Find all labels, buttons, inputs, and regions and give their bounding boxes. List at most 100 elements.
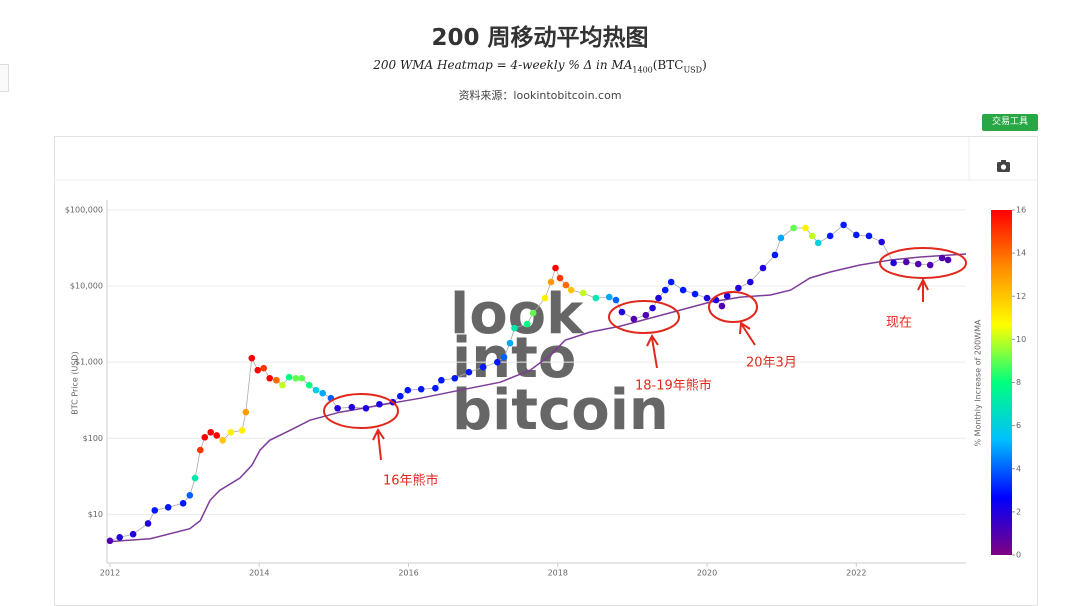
price-dot — [679, 286, 687, 294]
price-dot — [376, 400, 383, 408]
watermark: look into bitcoin — [450, 282, 669, 443]
price-dot — [661, 286, 669, 294]
price-dot — [151, 507, 159, 514]
price-dot — [562, 281, 570, 289]
subtitle-text: 200 WMA Heatmap = 4-weekly % Δ in MA — [373, 58, 633, 72]
price-dot — [902, 258, 910, 266]
page-title: 200 周移动平均热图 — [431, 25, 649, 51]
price-dot — [814, 239, 822, 247]
price-dot — [319, 389, 326, 397]
x-tick-label: 2022 — [846, 569, 866, 578]
price-dot — [826, 232, 834, 240]
price-dot — [201, 434, 209, 441]
price-dot — [396, 392, 404, 400]
price-dot — [186, 492, 194, 499]
price-dot — [944, 256, 952, 264]
subtitle: 200 WMA Heatmap = 4-weekly % Δ in MA1400… — [0, 58, 1080, 74]
price-dot — [465, 368, 473, 376]
watermark-text: into — [452, 326, 576, 391]
arrow — [739, 321, 756, 346]
price-dot — [260, 364, 268, 372]
arrow — [372, 428, 385, 461]
price-dot — [451, 374, 459, 382]
highlight-ellipse — [323, 393, 399, 429]
wma-line — [109, 253, 967, 543]
price-dot — [703, 294, 711, 302]
price-dot — [790, 224, 797, 232]
price-dot — [432, 384, 439, 392]
subtitle-sub: 1400 — [632, 65, 653, 75]
price-dot — [348, 403, 356, 411]
y-tick-label: $1,000 — [75, 358, 103, 367]
annotation: 现在 — [886, 316, 912, 331]
annotation: 16年熊市 — [383, 473, 439, 489]
price-dot — [618, 308, 626, 316]
colorbar-tick-label: 6 — [1016, 421, 1021, 430]
colorbar-title: % Monthly Increase of 200WMA — [974, 319, 983, 446]
price-dot — [292, 374, 300, 382]
price-dot — [129, 530, 137, 538]
x-tick-label: 2016 — [398, 569, 418, 578]
annotations — [323, 247, 967, 461]
y-tick-label: $10,000 — [70, 282, 103, 291]
price-dot — [362, 404, 370, 412]
price-dot — [890, 259, 897, 267]
price-dot — [938, 254, 946, 262]
price-dot — [914, 260, 922, 268]
price-dot — [305, 381, 313, 389]
tools-button[interactable]: 交易工具 — [982, 114, 1038, 131]
price-dot — [735, 284, 742, 292]
price-dot — [298, 374, 306, 382]
price-dot — [771, 251, 779, 259]
price-dot — [802, 224, 809, 232]
price-dot — [479, 363, 487, 371]
x-tick-label: 2020 — [697, 569, 717, 578]
annotation: 18-19年熊市 — [635, 378, 712, 394]
price-dot — [227, 428, 235, 436]
price-dot — [334, 404, 341, 412]
price-dot — [612, 296, 620, 304]
price-dot — [196, 446, 204, 454]
price-dot — [840, 221, 847, 229]
subtitle-text: ) — [702, 58, 707, 72]
price-dot — [747, 278, 754, 286]
y-tick-label: $100,000 — [65, 205, 103, 214]
x-tick-label: 2018 — [548, 569, 568, 578]
source: 资料来源：lookintobitcoin.com — [458, 89, 622, 102]
price-dot — [438, 376, 445, 384]
price-dot — [655, 294, 662, 302]
price-dot — [242, 408, 250, 416]
watermark-text: look — [450, 282, 585, 347]
side-tab[interactable] — [0, 64, 9, 92]
price-dot — [642, 311, 650, 319]
price-dot — [878, 238, 885, 246]
subtitle-text: (BTC — [652, 58, 684, 72]
highlight-ellipse — [608, 300, 680, 334]
camera-icon[interactable] — [997, 160, 1010, 172]
colorbar-tick-label: 4 — [1016, 464, 1021, 473]
x-tick-label: 2012 — [100, 569, 120, 578]
colorbar-tick-label: 16 — [1016, 206, 1026, 215]
colorbar-tick-label: 0 — [1016, 551, 1021, 560]
price-dot — [279, 381, 286, 389]
x-tick-label: 2014 — [249, 569, 269, 578]
price-dot — [529, 309, 537, 317]
price-dot — [630, 315, 638, 323]
price-dot — [523, 320, 531, 328]
price-dot — [213, 432, 221, 439]
colorbar-tick-label: 10 — [1016, 335, 1026, 344]
price-dot — [207, 428, 215, 436]
price-dot — [266, 374, 273, 382]
price-dot — [718, 302, 726, 310]
price-dot — [179, 499, 187, 507]
highlight-ellipse — [708, 291, 758, 323]
subtitle-sub: USD — [683, 65, 703, 75]
y-tick-label: $10 — [88, 510, 103, 519]
price-dot — [248, 354, 256, 362]
price-dot — [667, 278, 675, 286]
price-dot — [144, 520, 152, 527]
colorbar-tick-label: 12 — [1016, 292, 1026, 301]
price-dot — [808, 232, 816, 240]
